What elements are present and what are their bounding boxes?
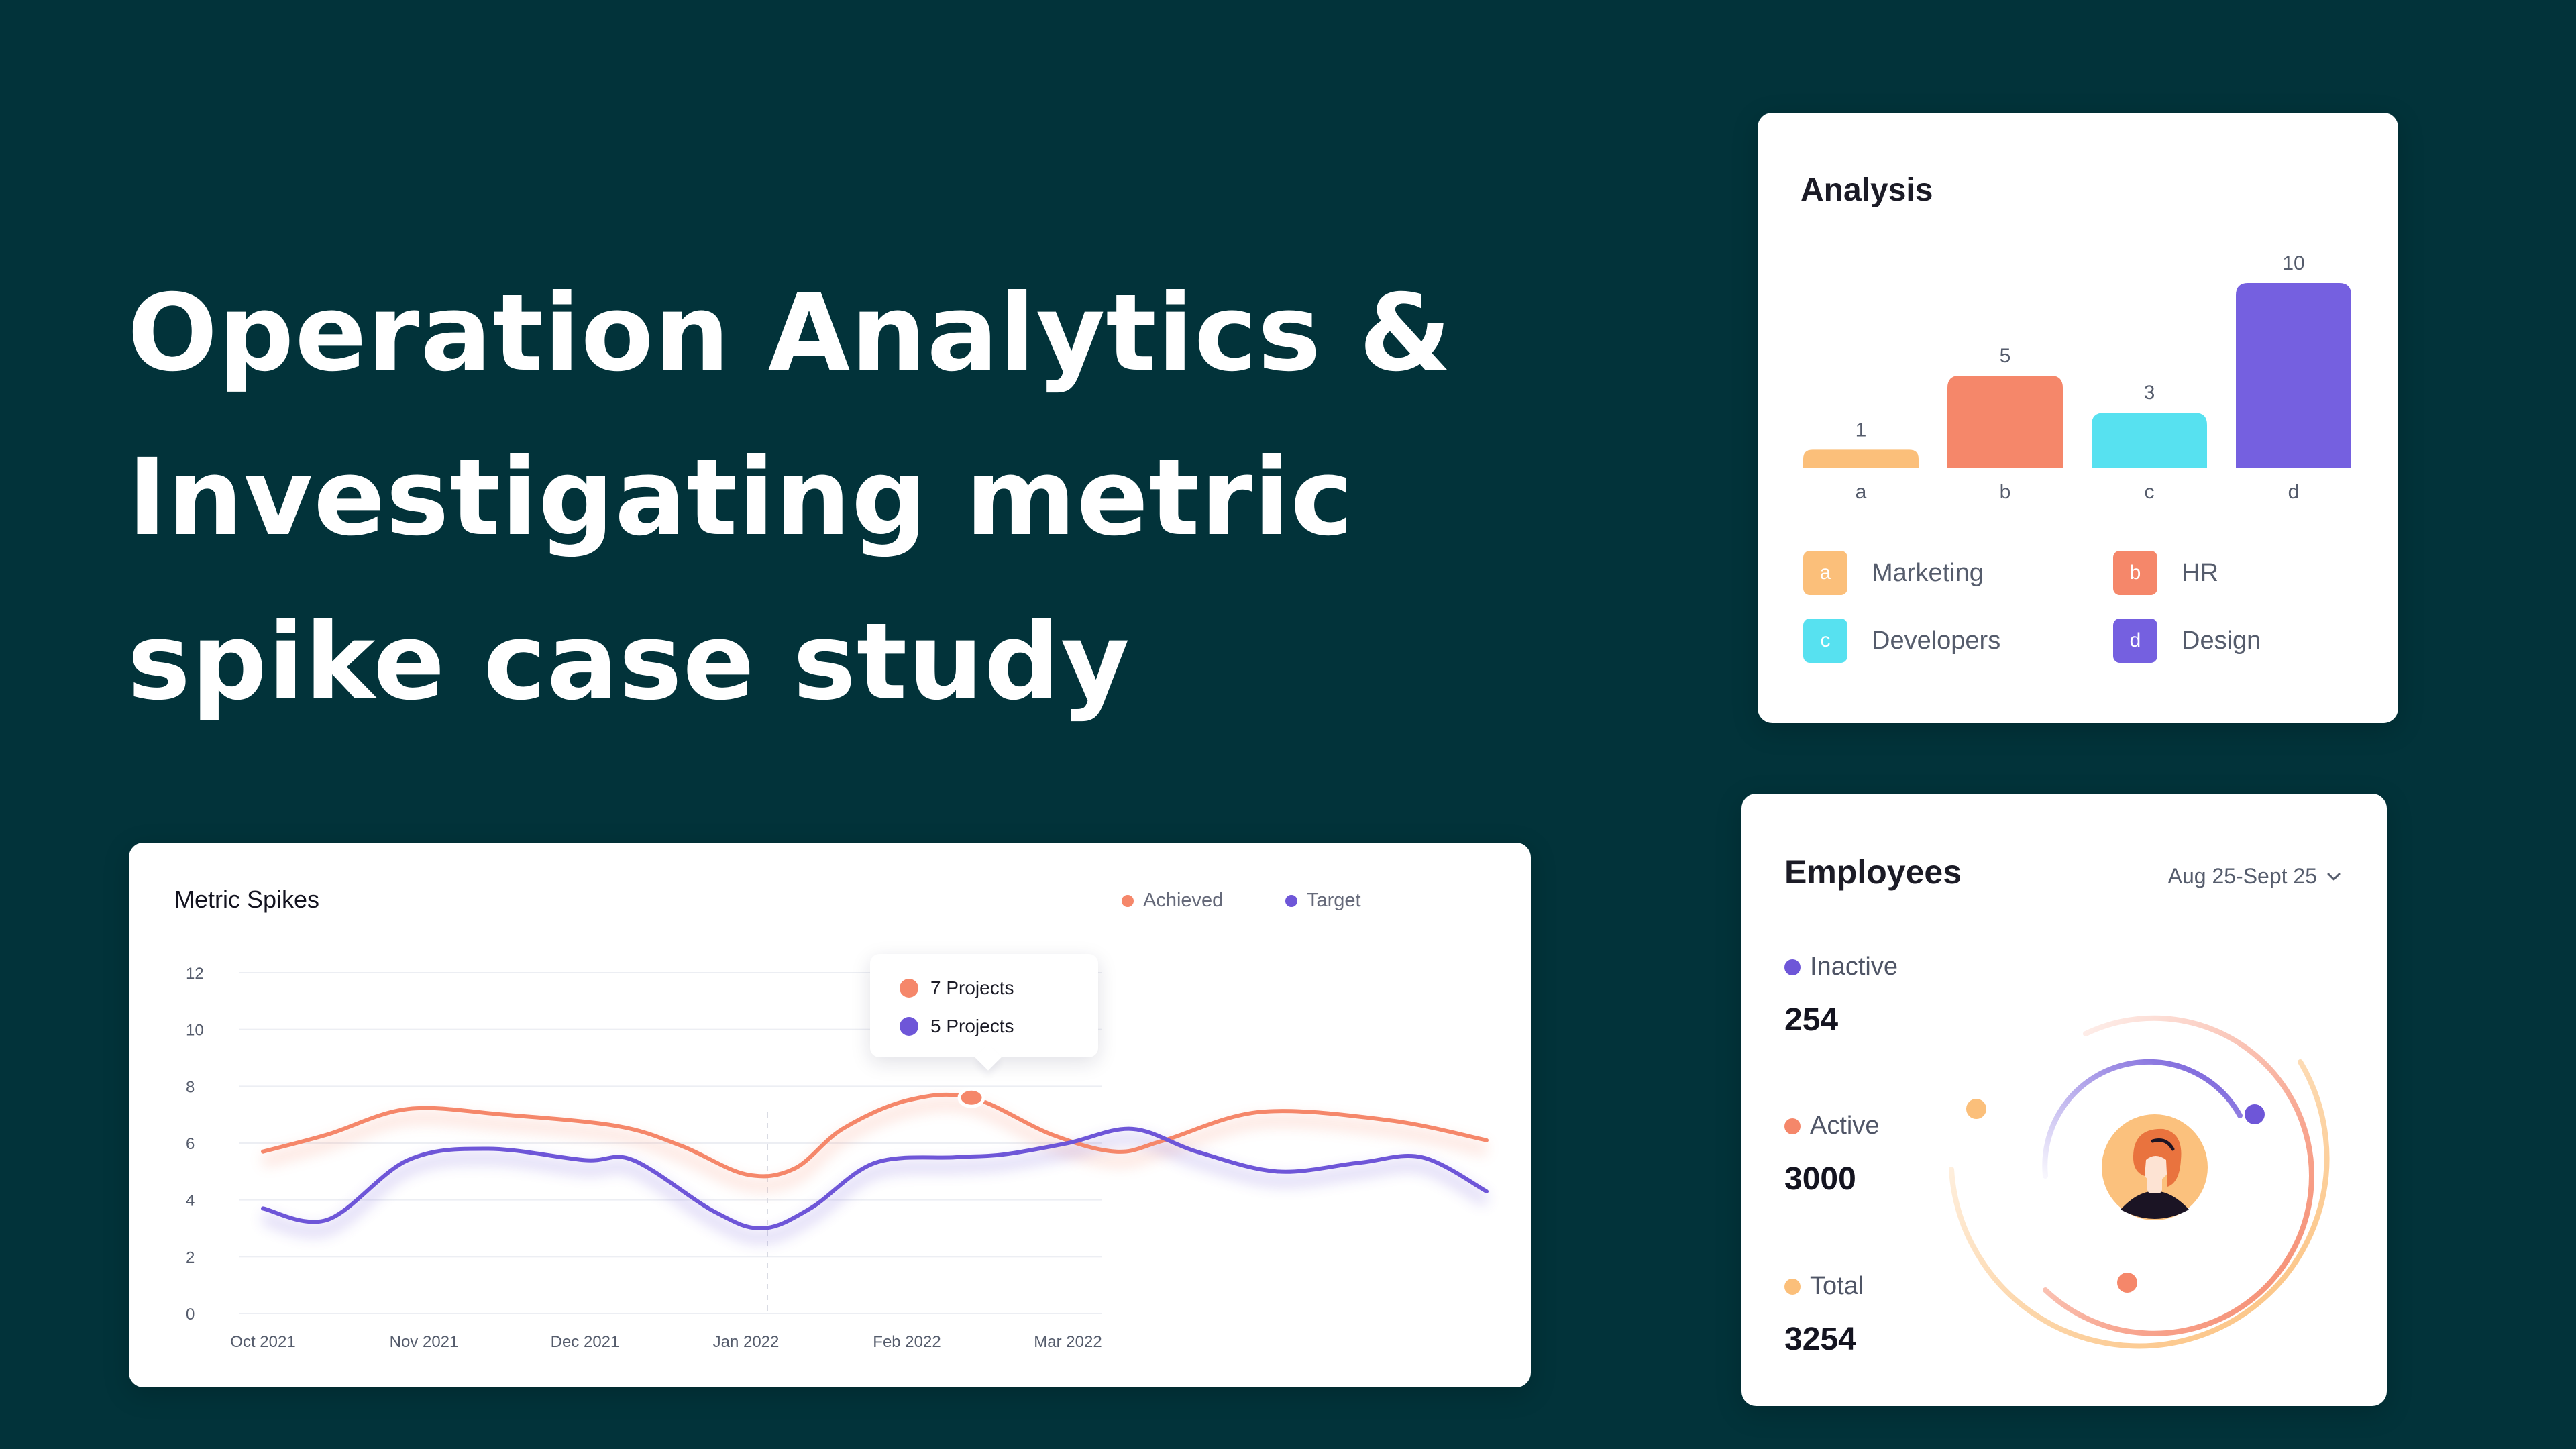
legend-achieved-label: Achieved [1143,890,1224,911]
legend-developers: c Developers [1803,619,2000,663]
hero-line-2: Investigating metric [127,436,1354,559]
analysis-card-title: Analysis [1801,172,1933,208]
orbit-dot-total [1966,1099,1986,1119]
bar-value-label: 5 [2000,345,2011,367]
stat-inactive-value: 254 [1784,1002,1839,1038]
stat-inactive-label: Inactive [1810,953,1898,981]
orbit-outer-ring [1949,1059,2330,1349]
orbit-dot-active [2117,1273,2137,1293]
highlight-point[interactable] [957,1087,985,1108]
legend-hr: b HR [2113,551,2218,595]
metric-spikes-card: Metric Spikes Achieved Target 0 2 4 6 8 10 12 O… [129,843,1531,1387]
legend-marketing: a Marketing [1803,551,1984,595]
y-tick-label: 0 [186,1305,195,1324]
metric-line-chart: 0 2 4 6 8 10 12 Oct 2021 Nov 2021 Dec 2021 Jan 202… [186,965,1490,1351]
chevron-down-icon [2327,873,2341,880]
tooltip-target-dot-icon [900,1017,918,1036]
avatar-icon [2102,1114,2208,1220]
employees-card: Employees Aug 25-Sept 25 Inactive 254 Ac… [1741,794,2387,1406]
bar-c[interactable] [2092,413,2207,468]
chart-tooltip: 7 Projects 5 Projects [870,954,1098,1071]
legend-achieved[interactable]: Achieved [1122,890,1223,912]
x-tick-label: Mar 2022 [1034,1333,1102,1351]
bar-value-label: 1 [1856,419,1867,441]
legend-hr-label: HR [2182,558,2218,587]
bar-category-label: b [2000,481,2011,503]
stat-total-value: 3254 [1784,1322,1856,1357]
orbit-inner-ring [2042,1059,2243,1179]
x-tick-label: Feb 2022 [873,1333,941,1351]
legend-key-b: b [2113,551,2157,595]
tooltip-achieved-text: 7 Projects [930,977,1014,998]
achieved-dot-icon [1122,894,1134,907]
date-range-label: Aug 25-Sept 25 [2167,864,2317,888]
stat-total-label: Total [1810,1272,1864,1300]
y-tick-label: 12 [186,965,204,983]
legend-target-label: Target [1307,890,1361,911]
target-dot-icon [1285,894,1297,907]
bar-b[interactable] [1947,376,2063,468]
legend-target[interactable]: Target [1285,890,1361,912]
tooltip-achieved-dot-icon [900,979,918,998]
legend-marketing-label: Marketing [1872,558,1984,587]
series-glow-achieved [261,1097,1488,1192]
y-tick-label: 8 [186,1078,195,1096]
x-tick-label: Dec 2021 [551,1333,620,1351]
y-tick-label: 6 [186,1135,195,1153]
orbit-middle-ring [2043,1015,2314,1336]
inactive-dot-icon [1784,959,1801,975]
x-tick-label: Oct 2021 [230,1333,295,1351]
stat-active: Active 3000 [1784,1112,1879,1197]
stat-active-label: Active [1810,1112,1880,1140]
hero-line-3: spike case study [127,600,1130,724]
y-tick-label: 10 [186,1022,204,1040]
stat-inactive: Inactive 254 [1784,953,1898,1038]
employees-orbit-graphic [1949,1015,2330,1349]
legend-key-a: a [1803,551,1847,595]
x-tick-label: Nov 2021 [390,1333,459,1351]
legend-design: d Design [2113,619,2261,663]
employees-card-title: Employees [1784,853,1962,891]
bar-category-label: d [2288,481,2300,503]
analysis-card: Analysis 1 a 5 b 3 c 10 d a Marketing b HR c De… [1758,113,2398,723]
bar-a[interactable] [1803,449,1919,468]
bar-category-label: c [2145,481,2155,503]
metric-card-title: Metric Spikes [174,885,320,913]
bar-value-label: 10 [2282,252,2304,274]
x-tick-label: Jan 2022 [713,1333,780,1351]
bar-category-label: a [1856,481,1867,503]
legend-key-d: d [2113,619,2157,663]
tooltip-target-text: 5 Projects [930,1016,1014,1036]
hero-line-1: Operation Analytics & [127,272,1452,395]
stat-active-value: 3000 [1784,1161,1856,1197]
stat-total: Total 3254 [1784,1272,1864,1358]
total-dot-icon [1784,1278,1801,1295]
tooltip-achieved: 7 Projects [900,977,1014,999]
series-line-target [261,1126,1489,1231]
series-line-achieved [261,1092,1489,1179]
y-tick-label: 4 [186,1192,195,1210]
legend-developers-label: Developers [1872,626,2001,655]
analysis-bar-chart: 1 a 5 b 3 c 10 d [1803,252,2351,503]
tooltip-target: 5 Projects [900,1016,1014,1037]
orbit-dot-inactive [2245,1104,2265,1124]
bar-d[interactable] [2236,283,2351,468]
legend-key-c: c [1803,619,1847,663]
y-tick-label: 2 [186,1248,195,1267]
date-range-dropdown[interactable]: Aug 25-Sept 25 [2168,864,2341,889]
series-glow-target [261,1132,1490,1244]
active-dot-icon [1784,1118,1801,1134]
hero-title: Operation Analytics & Investigating metr… [127,252,1452,745]
bar-value-label: 3 [2144,382,2155,404]
legend-design-label: Design [2182,626,2261,655]
